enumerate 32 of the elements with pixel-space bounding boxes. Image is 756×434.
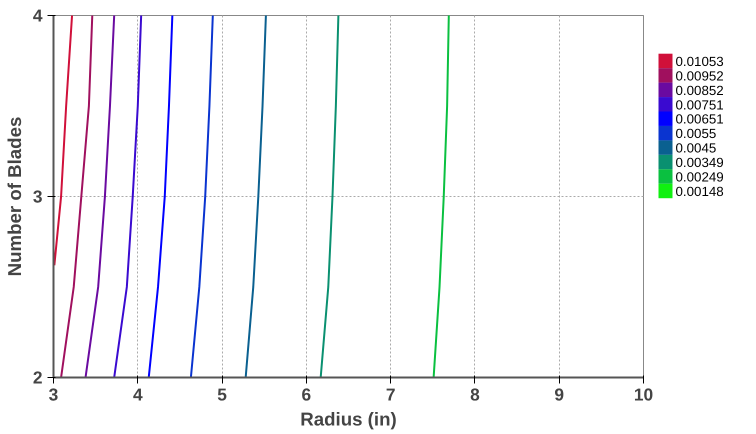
y-axis-title: Number of Blades [4, 116, 25, 276]
y-tick-label: 4 [32, 6, 43, 26]
legend-label: 0.00148 [676, 184, 724, 199]
x-tick-label: 9 [554, 384, 564, 404]
line-series [54, 16, 74, 266]
legend-label: 0.00751 [676, 97, 724, 112]
x-tick-label: 7 [386, 384, 396, 404]
legend-label: 0.0045 [676, 140, 716, 156]
line-series [84, 16, 116, 378]
x-tick-label: 8 [470, 384, 480, 404]
legend-label: 0.00349 [676, 155, 724, 170]
legend-label: 0.00852 [676, 82, 724, 98]
legend-label: 0.00651 [676, 112, 724, 127]
x-tick-label: 4 [132, 384, 143, 404]
line-series [113, 16, 142, 378]
line-series [432, 16, 450, 378]
line-series [190, 16, 214, 378]
y-tick-label: 3 [32, 186, 43, 206]
x-tick-label: 3 [48, 384, 59, 404]
legend-label: 0.00952 [676, 68, 724, 84]
line-series [320, 16, 340, 378]
x-tick-label: 6 [302, 384, 312, 404]
line-series [148, 16, 174, 378]
x-tick-label: 10 [634, 384, 654, 404]
line-series [244, 16, 267, 378]
legend-label: 0.00249 [676, 170, 724, 185]
y-tick-label: 2 [32, 368, 43, 388]
x-tick-label: 5 [217, 384, 228, 404]
legend-label: 0.01053 [676, 54, 724, 69]
x-axis-title: Radius (in) [300, 408, 397, 430]
line-series [60, 16, 94, 378]
legend-label: 0.0055 [676, 126, 716, 142]
